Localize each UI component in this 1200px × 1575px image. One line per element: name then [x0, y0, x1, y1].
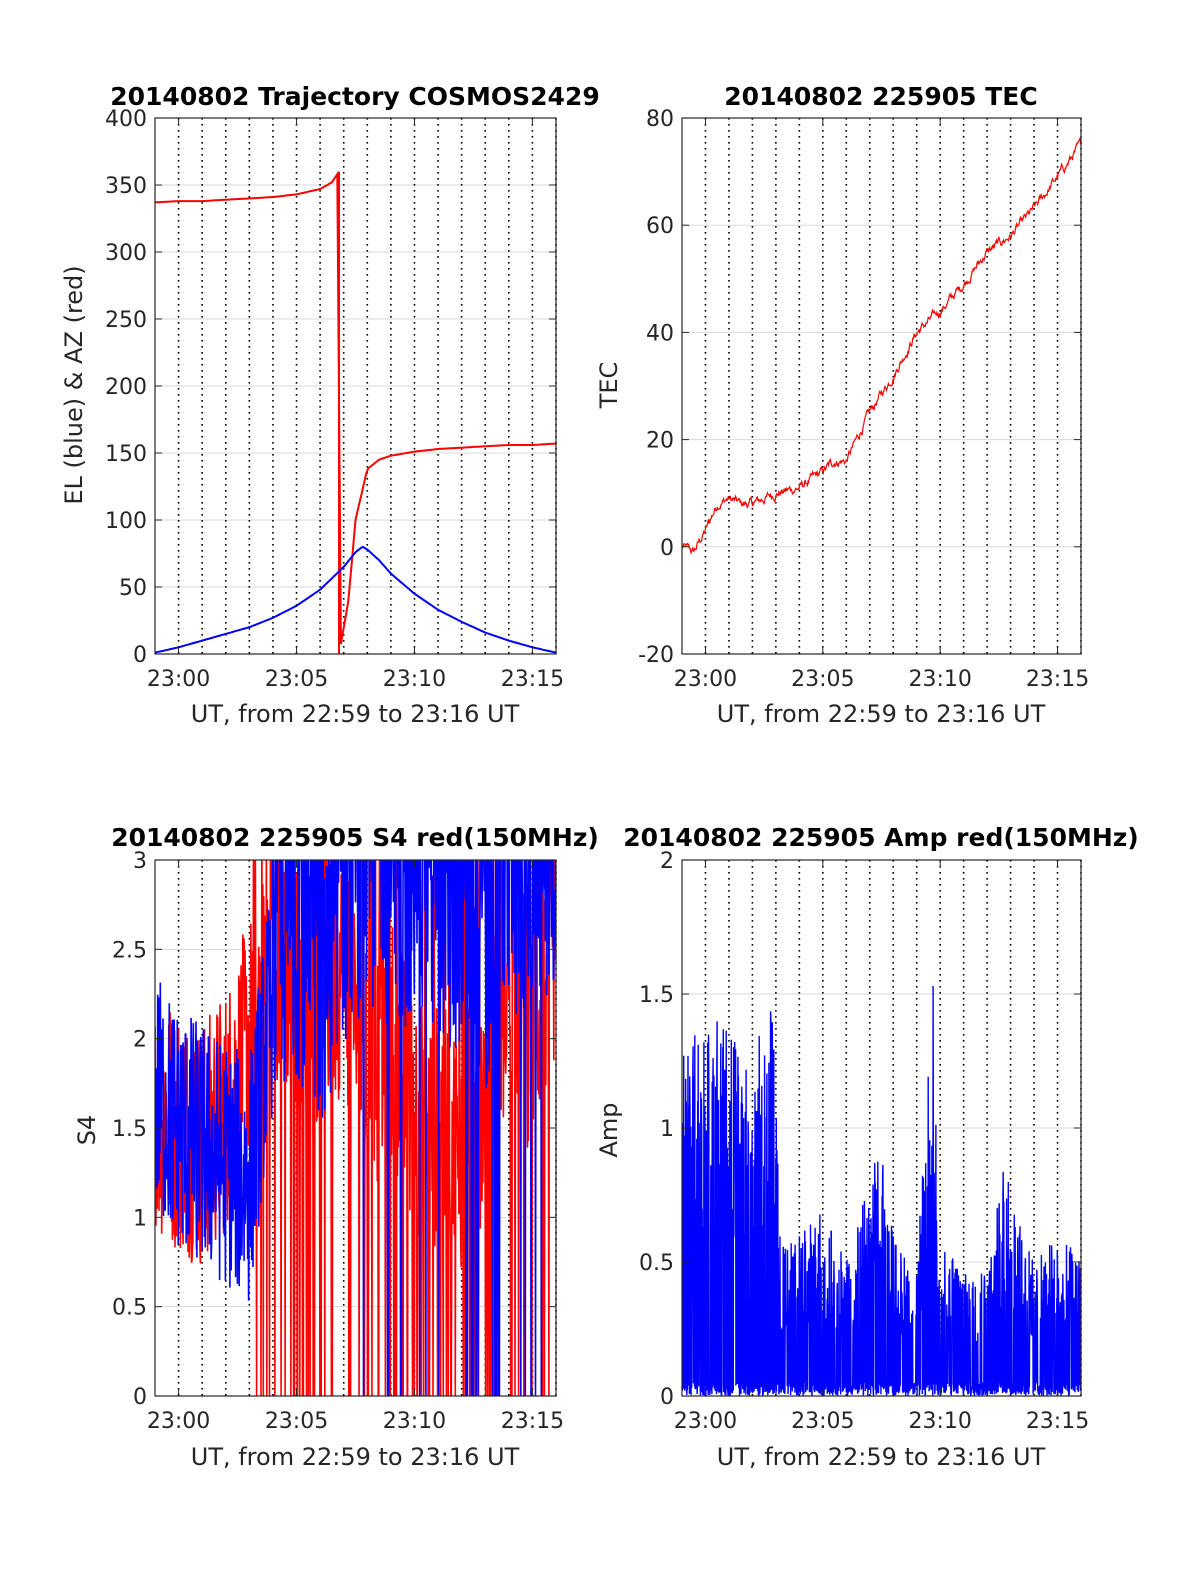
- x-tick-label: 23:00: [147, 667, 210, 692]
- y-tick-label: 2.5: [112, 938, 147, 963]
- x-tick-label: 23:15: [501, 667, 564, 692]
- grid: [682, 117, 1082, 655]
- x-tick-label: 23:05: [791, 667, 854, 692]
- x-tick-label: 23:10: [383, 667, 446, 692]
- series-amp-line: [682, 985, 1081, 1396]
- panel-amp: 20140802 225905 Amp red(150MHz) UT, from…: [595, 823, 1139, 1471]
- panel-trajectory: 20140802 Trajectory COSMOS2429 UT, from …: [60, 82, 600, 728]
- y-tick-label: 0: [133, 1385, 147, 1410]
- x-tick-label: 23:10: [908, 1409, 971, 1434]
- chart-title: 20140802 225905 Amp red(150MHz): [623, 823, 1139, 852]
- y-tick-label: 250: [105, 308, 147, 333]
- series-tec-line: [682, 137, 1081, 556]
- y-tick-label: 1: [133, 1206, 147, 1231]
- y-tick-label: 0: [660, 536, 674, 561]
- plot-area: [682, 985, 1081, 1396]
- series-el-line: [155, 545, 556, 654]
- y-tick-label: 100: [105, 509, 147, 534]
- y-tick-label: 80: [646, 107, 674, 132]
- series-az-line: [155, 170, 556, 654]
- y-axis-label: S4: [73, 1115, 101, 1146]
- y-tick-label: 300: [105, 241, 147, 266]
- x-tick-label: 23:15: [1026, 667, 1089, 692]
- panel-s4: 20140802 225905 S4 red(150MHz) UT, from …: [73, 823, 599, 1471]
- x-axis-label: UT, from 22:59 to 23:16 UT: [191, 1443, 520, 1471]
- x-axis-label: UT, from 22:59 to 23:16 UT: [717, 1443, 1046, 1471]
- y-axis-label: Amp: [595, 1102, 623, 1157]
- plot-area: [682, 137, 1081, 556]
- y-tick-label: 3: [133, 849, 147, 874]
- series-s4-red-line: [155, 860, 556, 1396]
- x-tick-label: 23:00: [674, 667, 737, 692]
- y-tick-label: 0: [660, 1385, 674, 1410]
- y-tick-label: 50: [119, 576, 147, 601]
- x-tick-label: 23:15: [501, 1409, 564, 1434]
- y-tick-label: 0: [133, 643, 147, 668]
- y-axis-label: EL (blue) & AZ (red): [60, 265, 88, 504]
- y-tick-label: 0.5: [112, 1296, 147, 1321]
- y-tick-label: 1: [660, 1117, 674, 1142]
- y-tick-label: -20: [638, 643, 674, 668]
- y-tick-label: 2: [660, 849, 674, 874]
- y-axis-label: TEC: [595, 362, 623, 410]
- chart-title: 20140802 Trajectory COSMOS2429: [110, 82, 600, 111]
- y-tick-label: 150: [105, 442, 147, 467]
- chart-title: 20140802 225905 TEC: [724, 82, 1037, 111]
- series-s4-blue-line: [155, 860, 556, 1396]
- y-tick-label: 40: [646, 321, 674, 346]
- grid: [155, 117, 557, 655]
- x-tick-label: 23:10: [908, 667, 971, 692]
- y-tick-label: 1.5: [112, 1117, 147, 1142]
- x-tick-label: 23:10: [383, 1409, 446, 1434]
- x-tick-label: 23:05: [265, 1409, 328, 1434]
- x-tick-label: 23:05: [265, 667, 328, 692]
- x-tick-label: 23:15: [1026, 1409, 1089, 1434]
- y-tick-label: 1.5: [639, 983, 674, 1008]
- chart-title: 20140802 225905 S4 red(150MHz): [111, 823, 599, 852]
- plot-area: [155, 170, 556, 654]
- y-tick-label: 0.5: [639, 1251, 674, 1276]
- y-tick-label: 350: [105, 174, 147, 199]
- panel-tec: 20140802 225905 TEC UT, from 22:59 to 23…: [595, 82, 1089, 728]
- axes-frame: [681, 117, 1082, 655]
- x-tick-label: 23:05: [791, 1409, 854, 1434]
- y-tick-label: 400: [105, 107, 147, 132]
- y-tick-label: 60: [646, 214, 674, 239]
- plot-area: [155, 860, 556, 1396]
- y-tick-label: 2: [133, 1028, 147, 1053]
- x-tick-label: 23:00: [147, 1409, 210, 1434]
- y-tick-label: 20: [646, 429, 674, 454]
- y-tick-label: 200: [105, 375, 147, 400]
- x-axis-label: UT, from 22:59 to 23:16 UT: [717, 700, 1046, 728]
- x-axis-label: UT, from 22:59 to 23:16 UT: [191, 700, 520, 728]
- x-tick-label: 23:00: [674, 1409, 737, 1434]
